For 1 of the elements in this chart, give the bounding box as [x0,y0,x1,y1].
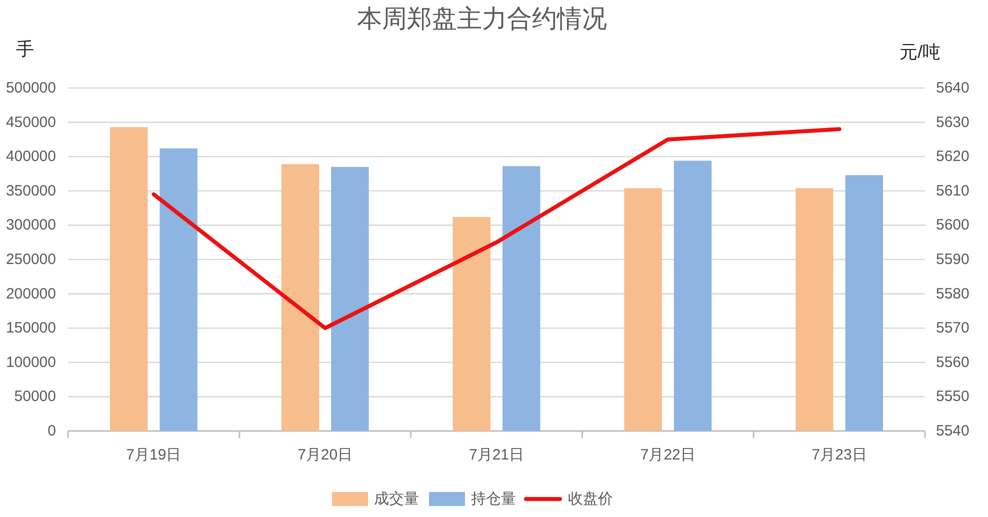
title: 本周郑盘主力合约情况 [357,5,607,33]
